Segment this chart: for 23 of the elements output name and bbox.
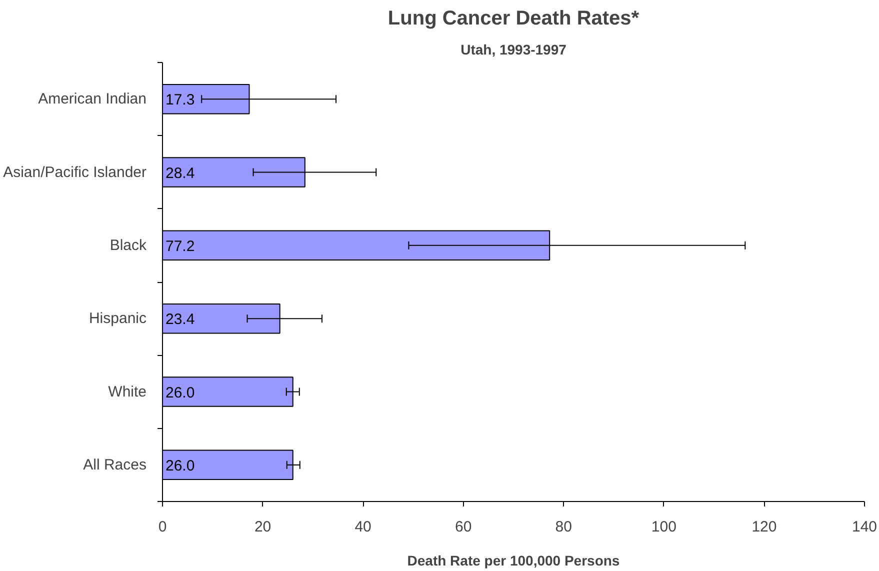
data-label: 26.0 [166, 384, 195, 402]
data-label: 17.3 [166, 92, 195, 109]
x-tick-label: 60 [455, 518, 472, 536]
x-tick-label: 20 [254, 518, 272, 536]
chart-subtitle: Utah, 1993-1997 [460, 42, 567, 58]
x-tick-label: 80 [555, 518, 572, 536]
x-tick-label: 120 [752, 518, 777, 536]
data-label: 28.4 [166, 164, 195, 182]
x-tick-label: 0 [158, 518, 167, 536]
x-tick-label: 140 [852, 518, 878, 536]
y-tick-label: Hispanic [88, 310, 147, 328]
x-tick-label: 40 [354, 518, 372, 536]
data-label: 23.4 [166, 311, 195, 328]
y-tick-label: Asian/Pacific Islander [3, 164, 147, 181]
chart-title: Lung Cancer Death Rates* [388, 8, 640, 30]
x-axis-title: Death Rate per 100,000 Persons [407, 552, 620, 568]
data-label: 26.0 [166, 457, 195, 474]
y-tick-label: All Races [83, 456, 147, 474]
y-tick-label: Black [110, 236, 147, 254]
y-tick-label: White [108, 383, 146, 400]
y-tick-label: American Indian [38, 90, 147, 108]
data-label: 77.2 [166, 238, 195, 255]
x-tick-label: 100 [651, 518, 676, 536]
